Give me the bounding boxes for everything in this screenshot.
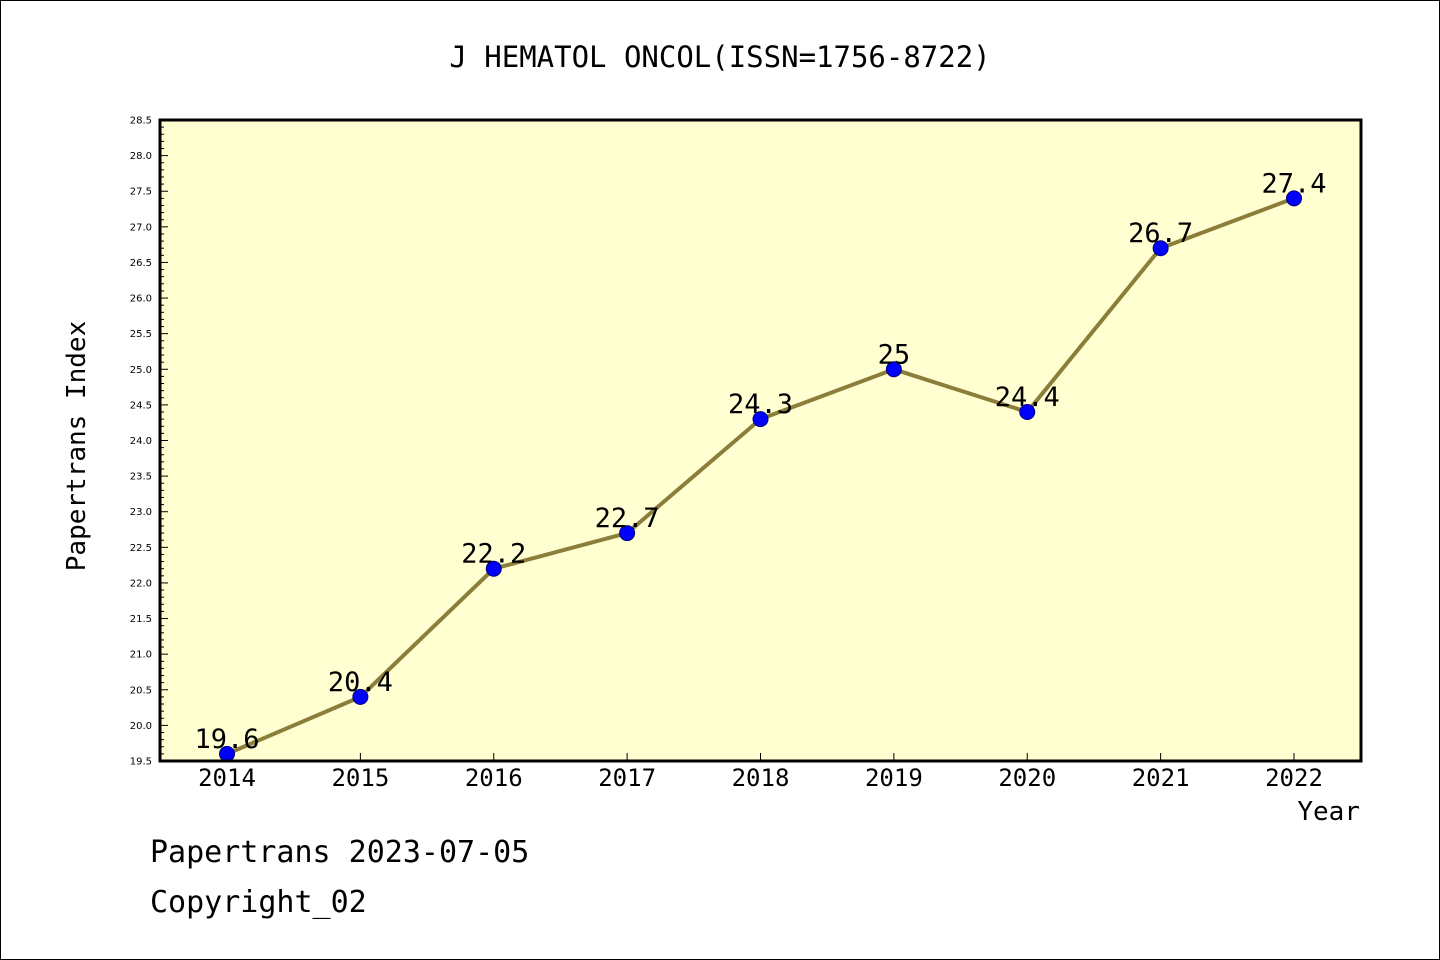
footer-copyright: Copyright_02 (150, 885, 367, 920)
data-point (752, 411, 769, 428)
y-axis-label: Papertrans Index (62, 321, 92, 571)
data-label: 24.3 (728, 389, 793, 420)
data-label: 27.4 (1261, 168, 1326, 199)
y-tick-label: 22.5 (130, 543, 152, 554)
data-label: 25 (878, 339, 911, 370)
y-tick-label: 25.0 (130, 365, 152, 376)
x-tick-label: 2015 (331, 764, 389, 792)
data-point (352, 688, 369, 705)
y-tick-label: 20.5 (130, 685, 152, 696)
x-axis-label: Year (1297, 797, 1360, 827)
y-tick-label: 27.5 (130, 187, 152, 198)
x-tick-label: 2019 (865, 764, 923, 792)
plot-area (160, 120, 1361, 761)
x-tick-label: 2014 (198, 764, 256, 792)
y-tick-label: 26.0 (130, 294, 152, 305)
y-tick-label: 21.5 (130, 614, 152, 625)
data-label: 22.7 (595, 503, 660, 534)
y-tick-label: 22.0 (130, 578, 152, 589)
data-label: 24.4 (995, 382, 1060, 413)
x-tick-label: 2020 (998, 764, 1056, 792)
data-labels: 19.6 20.4 22.2 22.7 24.3 25 24.4 26.7 27.4 (194, 168, 1326, 755)
x-tick-label: 2022 (1265, 764, 1323, 792)
y-tick-label: 24.5 (130, 400, 152, 411)
x-tick-label: 2021 (1132, 764, 1190, 792)
y-tick-label: 21.0 (130, 650, 152, 661)
y-tick-label: 27.0 (130, 222, 152, 233)
data-label: 20.4 (328, 667, 393, 698)
x-tick-label: 2016 (465, 764, 523, 792)
y-tick-label: 28.5 (130, 116, 152, 127)
y-tick-label: 19.5 (130, 757, 152, 768)
data-point (1286, 190, 1302, 207)
data-point (885, 361, 902, 378)
data-point (619, 525, 636, 542)
y-tick-label: 23.0 (130, 507, 152, 518)
footer-date: Papertrans 2023-07-05 (150, 835, 530, 870)
data-label: 19.6 (194, 724, 259, 755)
data-point (1152, 240, 1169, 257)
chart-title: J HEMATOL ONCOL(ISSN=1756-8722) (449, 40, 990, 74)
y-tick-label: 28.0 (130, 151, 152, 162)
y-tick-label: 24.0 (130, 436, 152, 447)
y-tick-label: 23.5 (130, 472, 152, 483)
data-label: 26.7 (1128, 218, 1193, 249)
x-tick-label: 2018 (732, 764, 790, 792)
x-tick-label: 2017 (598, 764, 656, 792)
data-point (1019, 404, 1036, 421)
y-tick-label: 25.5 (130, 329, 152, 340)
data-point (485, 560, 502, 577)
series-markers (219, 190, 1302, 762)
y-tick-label: 26.5 (130, 258, 152, 269)
data-label: 22.2 (461, 539, 526, 570)
y-tick-label: 20.0 (130, 721, 152, 732)
plot-border (158, 118, 1363, 763)
x-axis-ticks: 2014 2015 2016 2017 2018 2019 2020 2021 2022 (198, 753, 1323, 792)
